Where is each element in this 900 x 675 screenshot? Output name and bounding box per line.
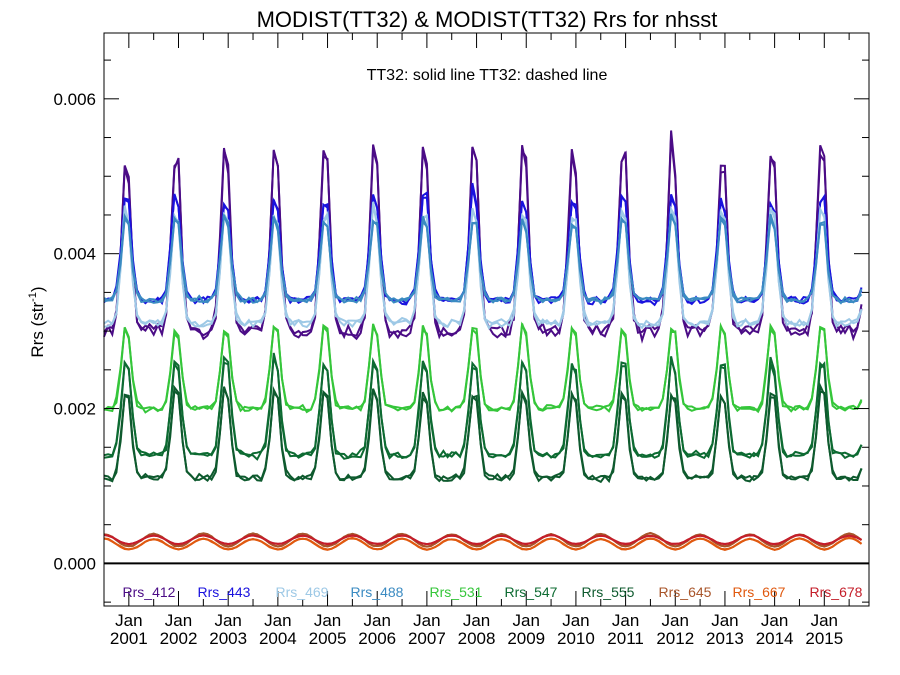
series-line-rrs-555-dashed (103, 381, 863, 484)
legend-entry-rrs-555: Rrs_555 (582, 584, 635, 600)
series-line-rrs-531-solid (103, 323, 863, 413)
x-tick-label-year: 2010 (557, 629, 595, 648)
x-tick-label-year: 2006 (358, 629, 396, 648)
x-tick-label-month: Jan (214, 611, 241, 630)
legend-entry-rrs-531: Rrs_531 (430, 584, 483, 600)
x-tick-label-year: 2004 (259, 629, 297, 648)
legend-entry-rrs-412: Rrs_412 (123, 584, 176, 600)
x-tick-label-year: 2009 (507, 629, 545, 648)
y-tick-label: 0.006 (53, 90, 96, 109)
x-tick-label-month: Jan (264, 611, 291, 630)
x-tick-label-month: Jan (662, 611, 689, 630)
series-layer (103, 130, 863, 551)
x-tick-label-year: 2001 (110, 629, 148, 648)
legend: Rrs_412 Rrs_443 Rrs_469 Rrs_488 Rrs_531 Rrs_5… (123, 584, 863, 600)
x-tick-label-month: Jan (513, 611, 540, 630)
chart-annotation: TT32: solid line TT32: dashed line (367, 67, 608, 84)
x-tick-label-year: 2007 (408, 629, 446, 648)
series-line-rrs-547-dashed (103, 356, 863, 461)
legend-entry-rrs-547: Rrs_547 (505, 584, 558, 600)
y-tick-label: 0.004 (53, 245, 96, 264)
y-tick-label: 0.002 (53, 400, 96, 419)
y-tick-label: 0.000 (53, 554, 96, 573)
x-tick-label-year: 2002 (160, 629, 198, 648)
y-axis-label-main: Rrs (str (28, 302, 47, 358)
plot-frame (103, 32, 870, 607)
legend-entry-rrs-645: Rrs_645 (659, 584, 712, 600)
y-axis-label-close: ) (28, 286, 47, 292)
legend-entry-rrs-488: Rrs_488 (351, 584, 404, 600)
series-line-rrs-547-solid (103, 352, 863, 460)
axes-layer: 0.0060.0040.0020.000Jan2001Jan2002Jan200… (53, 32, 870, 648)
x-tick-label-month: Jan (413, 611, 440, 630)
y-axis-label-sup: -1 (27, 292, 39, 302)
x-tick-label-month: Jan (562, 611, 589, 630)
x-tick-label-year: 2012 (656, 629, 694, 648)
x-tick-label-month: Jan (463, 611, 490, 630)
x-tick-label-year: 2015 (805, 629, 843, 648)
x-tick-label-month: Jan (711, 611, 738, 630)
series-line-rrs-678-dashed (103, 533, 862, 546)
y-axis-label: Rrs (str-1) (27, 286, 47, 357)
legend-entry-rrs-443: Rrs_443 (198, 584, 251, 600)
x-tick-label-month: Jan (314, 611, 341, 630)
legend-entry-rrs-667: Rrs_667 (733, 584, 786, 600)
x-tick-label-month: Jan (612, 611, 639, 630)
x-tick-label-year: 2008 (458, 629, 496, 648)
series-line-rrs-531-dashed (103, 321, 863, 414)
x-tick-label-year: 2013 (706, 629, 744, 648)
x-tick-label-year: 2014 (756, 629, 794, 648)
x-tick-label-month: Jan (364, 611, 391, 630)
x-tick-label-month: Jan (811, 611, 838, 630)
x-tick-label-month: Jan (115, 611, 142, 630)
x-tick-label-month: Jan (761, 611, 788, 630)
series-line-rrs-488-dashed (103, 213, 863, 306)
legend-entry-rrs-469: Rrs_469 (276, 584, 329, 600)
x-tick-label-month: Jan (165, 611, 192, 630)
chart-title: MODIST(TT32) & MODIST(TT32) Rrs for nhss… (257, 7, 718, 32)
x-tick-label-year: 2011 (607, 629, 644, 648)
x-tick-label-year: 2003 (209, 629, 247, 648)
series-line-rrs-667-dashed (103, 536, 863, 551)
x-tick-label-year: 2005 (309, 629, 347, 648)
legend-entry-rrs-678: Rrs_678 (810, 584, 863, 600)
